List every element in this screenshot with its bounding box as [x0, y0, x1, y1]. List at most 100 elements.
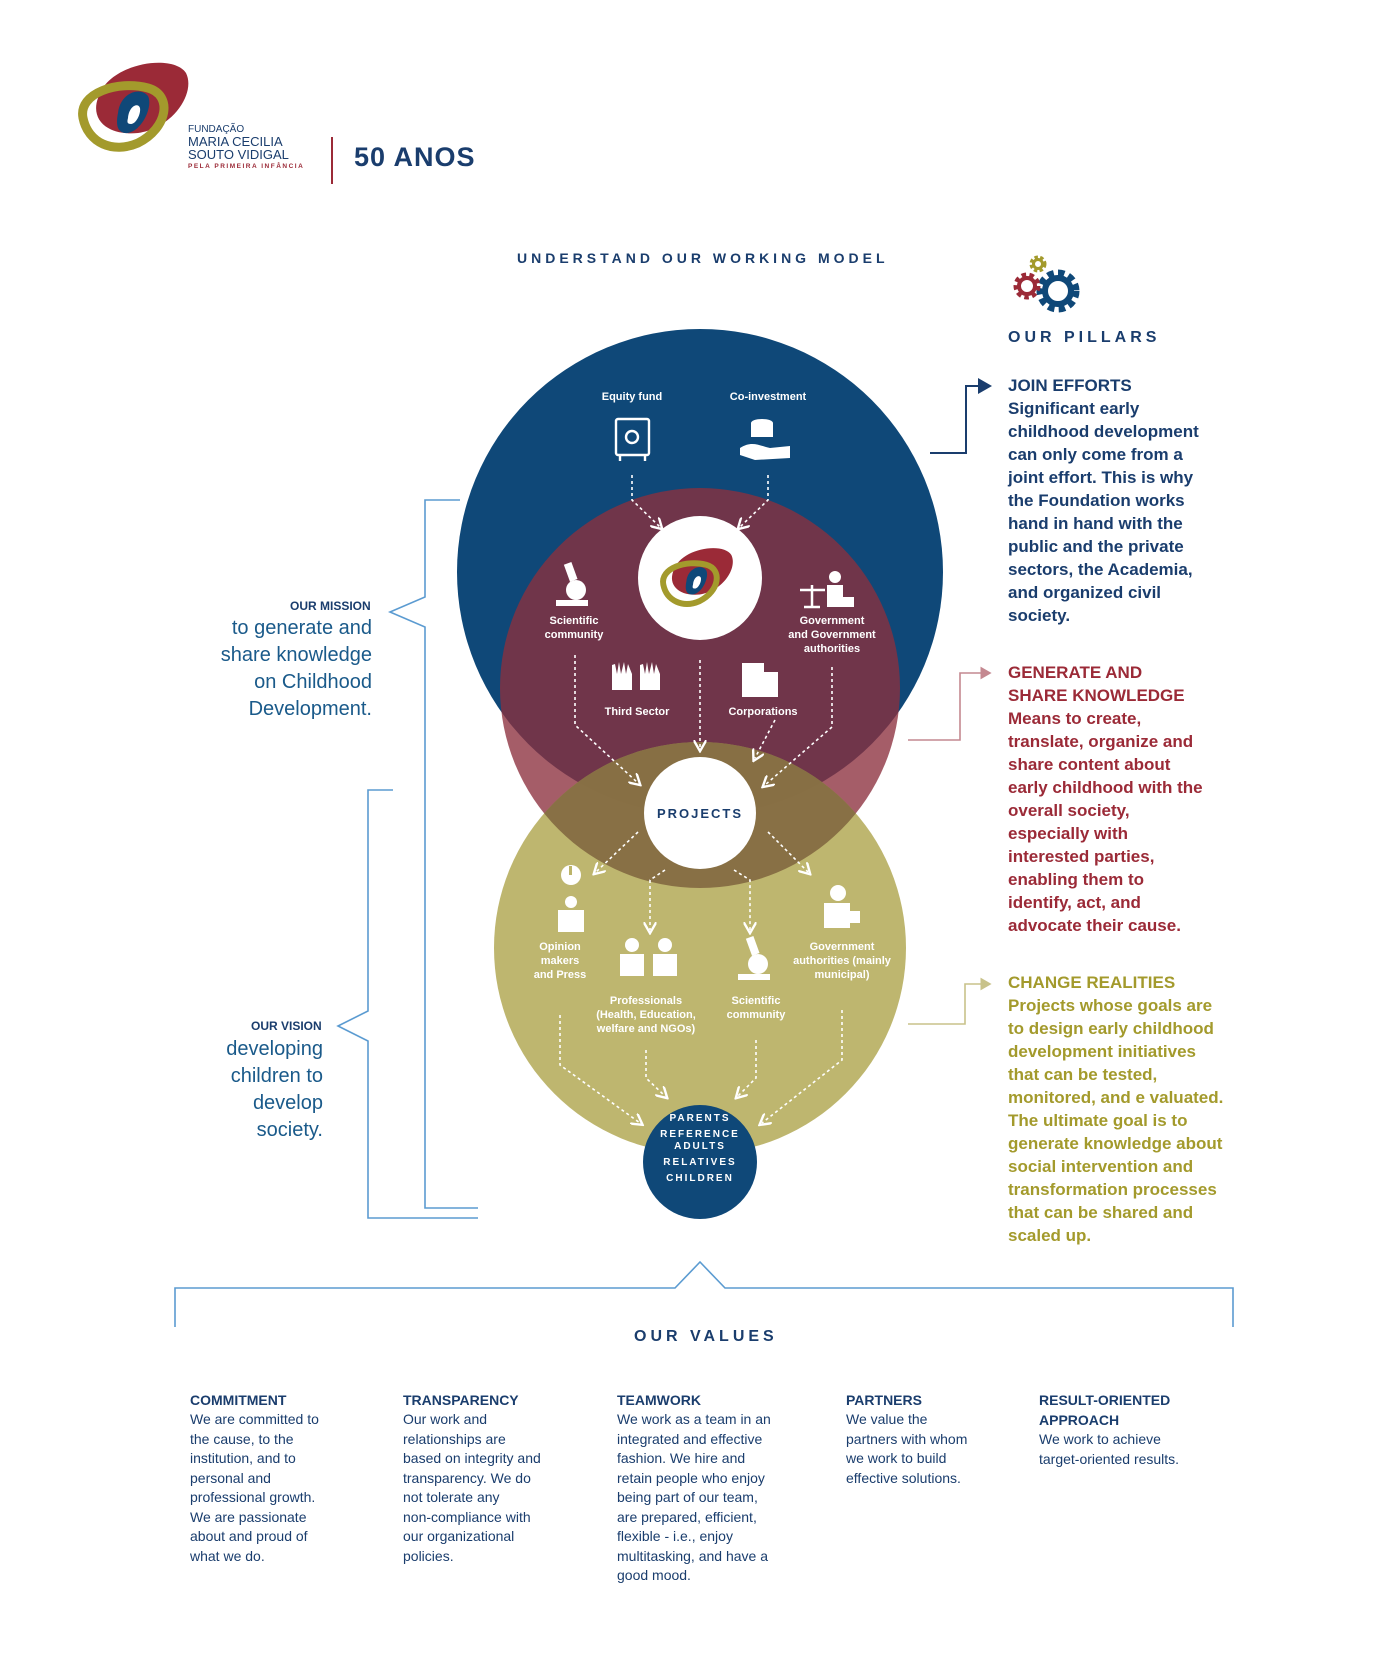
pillar-line: can only come from a — [1008, 445, 1183, 464]
value-line: about and proud of — [190, 1528, 308, 1544]
mission-bracket — [387, 499, 478, 1209]
building-icon — [742, 663, 778, 697]
professionals-label: Professionals (Health, Education, welfare … — [596, 995, 696, 1035]
label-line: and Government — [788, 629, 876, 641]
co-investment-label: Co-investment — [730, 391, 807, 403]
value-line: We work to achieve — [1039, 1431, 1161, 1447]
pillar-generate-knowledge: GENERATE AND SHARE KNOWLEDGE Means to cr… — [1008, 661, 1338, 937]
org-line3: SOUTO VIDIGAL — [188, 147, 289, 162]
pillar-line: hand in hand with the — [1008, 514, 1183, 533]
foundation-logo — [78, 58, 198, 158]
pillar-title: CHANGE REALITIES — [1008, 973, 1176, 992]
pillar-line: development initiatives — [1008, 1042, 1196, 1061]
pillar-line: generate knowledge about — [1008, 1134, 1223, 1153]
value-item: TEAMWORK We work as a team in an integrate… — [617, 1390, 807, 1586]
label-line: and Press — [534, 969, 587, 981]
pillar-line: translate, organize and — [1008, 732, 1194, 751]
header-divider — [331, 137, 333, 184]
mission-heading: OUR MISSION — [290, 599, 371, 613]
pillar-line: interested parties, — [1008, 847, 1155, 866]
label-line: Third Sector — [605, 706, 671, 718]
pillar-line: advocate their cause. — [1008, 916, 1181, 935]
pillar-line: enabling them to — [1008, 870, 1144, 889]
label-line: Opinion — [539, 941, 581, 953]
anniversary-label: 50 ANOS — [354, 142, 476, 172]
pillar-line: and organized civil — [1008, 583, 1162, 602]
value-line: personal and — [190, 1469, 271, 1486]
value-line: the cause, to the — [190, 1430, 294, 1447]
label-line: authorities (mainly — [793, 955, 892, 967]
label-line: community — [727, 1009, 787, 1021]
vision-line: develop — [252, 1092, 323, 1114]
beneficiaries-label: PARENTS REFERENCE ADULTS RELATIVES CHILDREN — [660, 1113, 740, 1184]
knowledge-connector — [908, 666, 992, 741]
vision-bracket — [336, 789, 478, 1219]
pillar-title: GENERATE AND — [1008, 663, 1143, 682]
vision-text: developing children to develop society. — [226, 1036, 323, 1144]
label-line: authorities — [804, 643, 860, 655]
pillar-line: that can be shared and — [1008, 1203, 1194, 1222]
value-item: PARTNERS We value the partners with whom we… — [846, 1390, 1036, 1488]
label-line: Government — [800, 615, 865, 627]
label-line: Corporations — [728, 706, 797, 718]
label-line: welfare and NGOs) — [596, 1023, 696, 1035]
projects-circle — [644, 757, 756, 869]
pillar-body: Significant early childhood development ca… — [1008, 397, 1338, 627]
scales-official-icon — [800, 571, 854, 609]
label-line: Equity fund — [602, 391, 663, 403]
org-line1: FUNDAÇÃO — [188, 124, 245, 135]
safe-icon — [614, 417, 651, 461]
value-line: partners with whom — [846, 1430, 968, 1447]
label-line: makers — [541, 955, 580, 967]
vision-line: developing — [226, 1038, 323, 1060]
value-line: effective solutions. — [846, 1469, 961, 1486]
label-line: PARENTS — [669, 1113, 730, 1124]
label-line: Co-investment — [730, 391, 807, 403]
label-line: Government — [810, 941, 875, 953]
pillar-line: joint effort. This is why — [1008, 468, 1194, 487]
value-line: We work as a team in an — [617, 1411, 771, 1427]
value-item: COMMITMENT We are committed to the cause, … — [190, 1390, 380, 1566]
scientific-community-label: Scientific community — [545, 615, 605, 641]
government-authorities-label: Government authorities (mainly municipal) — [793, 941, 892, 981]
label-line: Professionals — [610, 995, 682, 1007]
equity-fund-label: Equity fund — [602, 391, 663, 403]
pillar-line: to design early childhood — [1008, 1019, 1214, 1038]
mission-line: on Childhood — [254, 671, 372, 693]
value-line: multitasking, and have a — [617, 1547, 768, 1564]
pillar-body: Projects whose goals are to design early … — [1008, 994, 1348, 1247]
pillar-line: identify, act, and — [1008, 893, 1141, 912]
label-line: municipal) — [814, 969, 869, 981]
value-line: target-oriented results. — [1039, 1450, 1180, 1467]
pillar-title: JOIN EFFORTS — [1008, 376, 1132, 395]
pillar-line: The ultimate goal is to — [1008, 1111, 1188, 1130]
org-tagline: PELA PRIMEIRA INFÂNCIA — [188, 163, 305, 170]
official-icon — [824, 885, 860, 928]
microscope-icon-2 — [738, 936, 770, 980]
label-line: ADULTS — [674, 1141, 726, 1152]
values-bracket — [174, 1260, 1234, 1327]
pillar-line: Projects whose goals are — [1008, 996, 1213, 1015]
value-line: our organizational — [403, 1528, 515, 1544]
pillar-line: share content about — [1008, 755, 1171, 774]
value-title: APPROACH — [1039, 1412, 1120, 1428]
raised-hands-icon — [612, 662, 660, 690]
corporations-label: Corporations — [728, 706, 797, 718]
pillar-line: transformation processes — [1008, 1180, 1217, 1199]
label-line: (Health, Education, — [596, 1009, 696, 1021]
projects-label: PROJECTS — [657, 806, 743, 821]
value-item: TRANSPARENCY Our work and relationships ar… — [403, 1390, 593, 1566]
mission-line: Development. — [248, 698, 372, 720]
pillar-line: Significant early — [1008, 399, 1140, 418]
pillar-line: sectors, the Academia, — [1008, 560, 1193, 579]
pillar-line: society. — [1008, 606, 1071, 625]
pillar-line: especially with — [1008, 824, 1128, 843]
value-line: fashion. We hire and — [617, 1450, 746, 1466]
value-line: we work to build — [846, 1450, 947, 1466]
value-line: professional growth. — [190, 1489, 316, 1505]
mission-text: to generate and share knowledge on Child… — [221, 615, 372, 723]
pillar-line: scaled up. — [1008, 1226, 1092, 1245]
value-line: what we do. — [190, 1547, 265, 1564]
value-line: non-compliance with — [403, 1508, 531, 1525]
value-line: retain people who enjoy — [617, 1469, 765, 1486]
